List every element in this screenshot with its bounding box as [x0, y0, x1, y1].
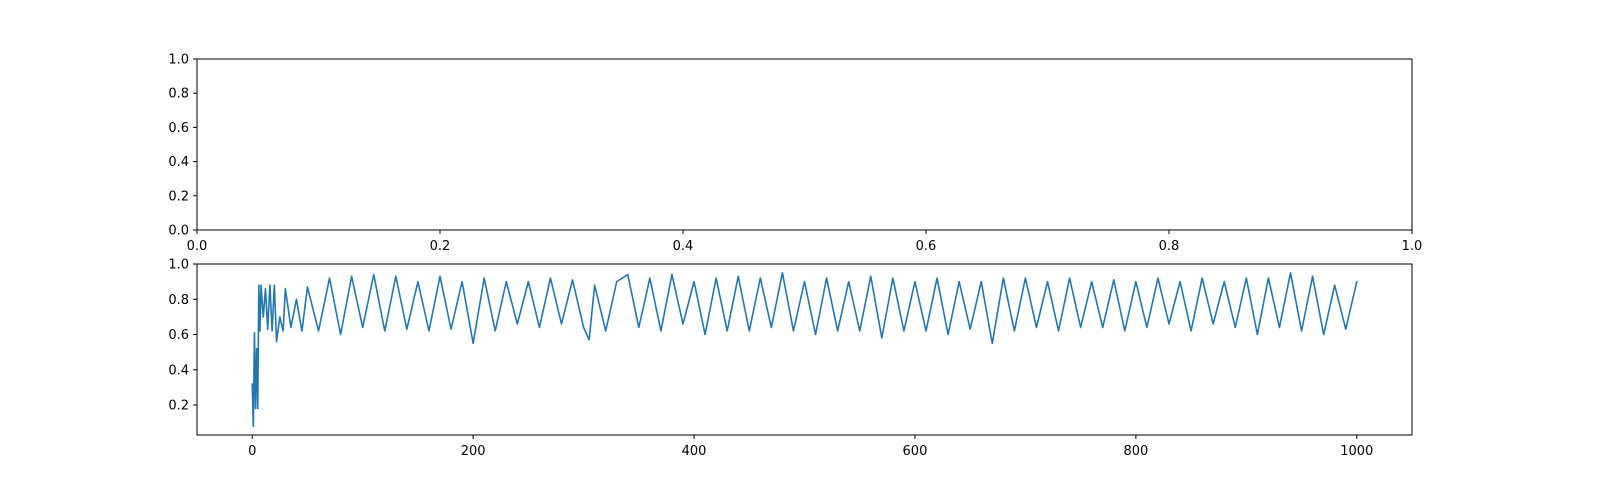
bottom-x-tick-label: 600	[903, 444, 928, 459]
bottom-y-tick-label: 0.2	[168, 399, 189, 414]
top-x-tick-label: 0.4	[673, 239, 694, 254]
bottom-y-tick-label: 0.4	[168, 363, 189, 378]
bottom-y-tick-label: 0.8	[168, 293, 189, 308]
top-y-tick-label: 0.8	[168, 87, 189, 102]
bottom-x-tick-label: 400	[682, 444, 707, 459]
top-y-tick-label: 0.0	[168, 224, 189, 239]
bottom-subplot-series	[251, 272, 1358, 427]
bottom-x-tick-label: 1000	[1340, 444, 1373, 459]
bottom-y-tick-label: 0.6	[168, 328, 189, 343]
bottom-series-line	[251, 272, 1358, 427]
top-x-tick-label: 0.2	[430, 239, 451, 254]
top-y-tick-label: 0.2	[168, 189, 189, 204]
top-x-tick-label: 1.0	[1402, 239, 1423, 254]
top-y-tick-label: 0.4	[168, 155, 189, 170]
bottom-x-tick-label: 0	[248, 444, 256, 459]
top-y-tick-label: 1.0	[168, 53, 189, 68]
top-x-tick-label: 0.6	[916, 239, 937, 254]
bottom-y-tick-label: 1.0	[168, 258, 189, 273]
top-y-tick-label: 0.6	[168, 121, 189, 136]
bottom-x-tick-label: 200	[461, 444, 486, 459]
bottom-x-tick-label: 800	[1123, 444, 1148, 459]
bottom-subplot-frame	[196, 263, 1413, 436]
bottom-subplot-ticks: 0 200 400 600 800 1000 0.2 0.4 0.6 0.8 1.0	[168, 258, 1373, 460]
top-subplot: 0.0 0.2 0.4 0.6 0.8 1.0 0.0 0.2 0.4 0.6 0.8 1.0	[168, 53, 1422, 255]
bottom-subplot: 0 200 400 600 800 1000 0.2 0.4 0.6 0.8 1.0	[168, 258, 1413, 460]
top-x-tick-label: 0.8	[1159, 239, 1180, 254]
top-subplot-frame	[196, 58, 1413, 231]
top-subplot-ticks: 0.0 0.2 0.4 0.6 0.8 1.0 0.0 0.2 0.4 0.6 0.8 1.0	[168, 53, 1422, 255]
top-x-tick-label: 0.0	[187, 239, 208, 254]
